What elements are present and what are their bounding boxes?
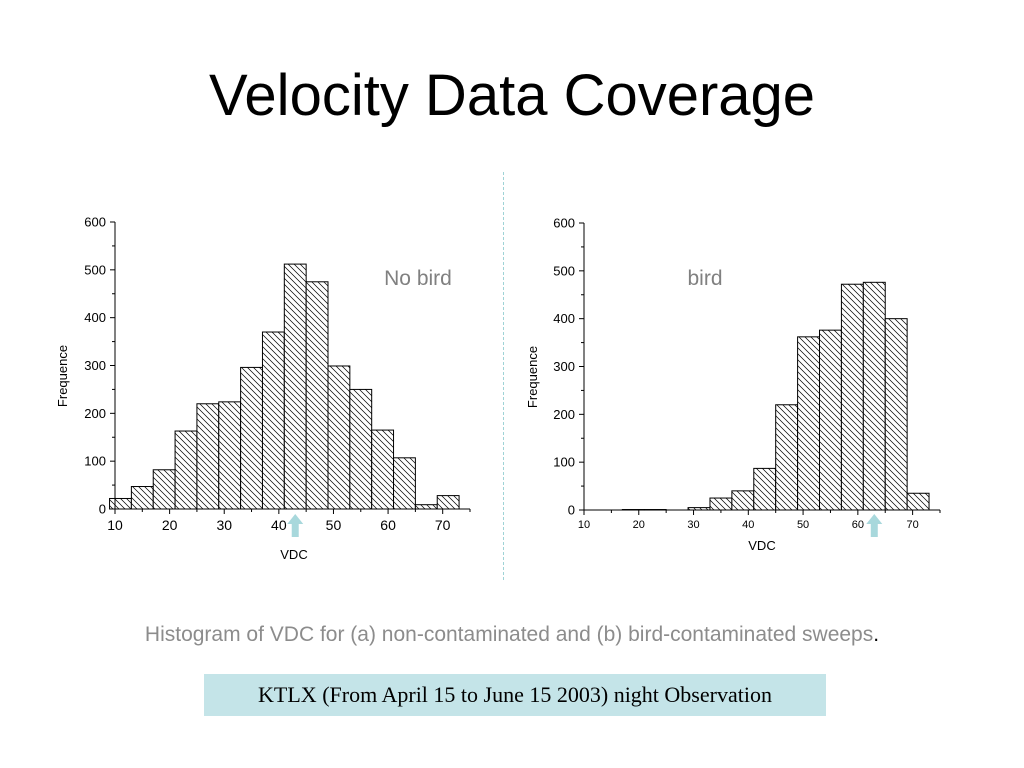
y-tick-label: 100 xyxy=(84,454,106,469)
x-tick-label: 50 xyxy=(326,517,342,533)
histogram-bar xyxy=(797,336,821,511)
histogram-bar xyxy=(862,281,886,511)
panel-annotation: No bird xyxy=(384,267,452,290)
y-tick-label: 0 xyxy=(568,503,575,518)
y-tick-label: 500 xyxy=(84,262,106,277)
y-tick-label: 400 xyxy=(84,310,106,325)
histogram-bar xyxy=(753,467,777,511)
panel-annotation: bird xyxy=(687,267,722,290)
y-tick-label: 200 xyxy=(553,407,575,422)
x-tick-label: 40 xyxy=(271,517,287,533)
y-tick-label: 600 xyxy=(84,215,106,230)
y-tick-label: 200 xyxy=(84,406,106,421)
y-axis-title: Frequence xyxy=(55,345,70,407)
y-tick-label: 0 xyxy=(99,502,106,517)
x-tick-label: 20 xyxy=(633,519,645,531)
y-tick-label: 600 xyxy=(553,216,575,231)
histogram-bar xyxy=(731,490,755,511)
histogram-bar xyxy=(819,329,842,511)
histogram-bar xyxy=(884,318,908,511)
x-axis-title: VDC xyxy=(280,547,307,562)
histogram-bar xyxy=(775,404,799,511)
slide-title: Velocity Data Coverage xyxy=(208,63,816,128)
up-arrow-icon xyxy=(287,514,304,537)
histogram-bar xyxy=(709,497,733,511)
y-tick-label: 100 xyxy=(553,455,575,470)
x-tick-label: 70 xyxy=(435,517,451,533)
x-tick-label: 60 xyxy=(852,519,864,531)
up-arrow-icon xyxy=(866,514,883,537)
caption-period: . xyxy=(873,623,880,646)
x-tick-label: 70 xyxy=(906,519,918,531)
x-tick-label: 20 xyxy=(162,517,178,533)
observation-banner-text: KTLX (From April 15 to June 15 2003) nig… xyxy=(258,682,772,707)
x-axis-title: VDC xyxy=(748,538,775,553)
figure-caption: Histogram of VDC for (a) non-contaminate… xyxy=(0,623,1024,647)
caption-text: Histogram of VDC for (a) non-contaminate… xyxy=(144,623,874,646)
x-tick-label: 40 xyxy=(742,519,754,531)
panel-divider xyxy=(503,172,504,580)
x-tick-label: 30 xyxy=(216,517,232,533)
y-tick-label: 500 xyxy=(553,263,575,278)
y-tick-label: 300 xyxy=(84,358,106,373)
x-tick-label: 10 xyxy=(107,517,123,533)
y-tick-label: 400 xyxy=(553,311,575,326)
x-tick-label: 30 xyxy=(687,519,699,531)
x-tick-label: 10 xyxy=(578,519,590,531)
y-axis-title: Frequence xyxy=(525,346,540,408)
y-tick-label: 300 xyxy=(553,359,575,374)
observation-banner: KTLX (From April 15 to June 15 2003) nig… xyxy=(204,674,826,716)
x-tick-label: 60 xyxy=(380,517,396,533)
x-tick-label: 50 xyxy=(797,519,809,531)
histogram-bar xyxy=(840,283,864,511)
histogram-bar xyxy=(906,492,930,511)
